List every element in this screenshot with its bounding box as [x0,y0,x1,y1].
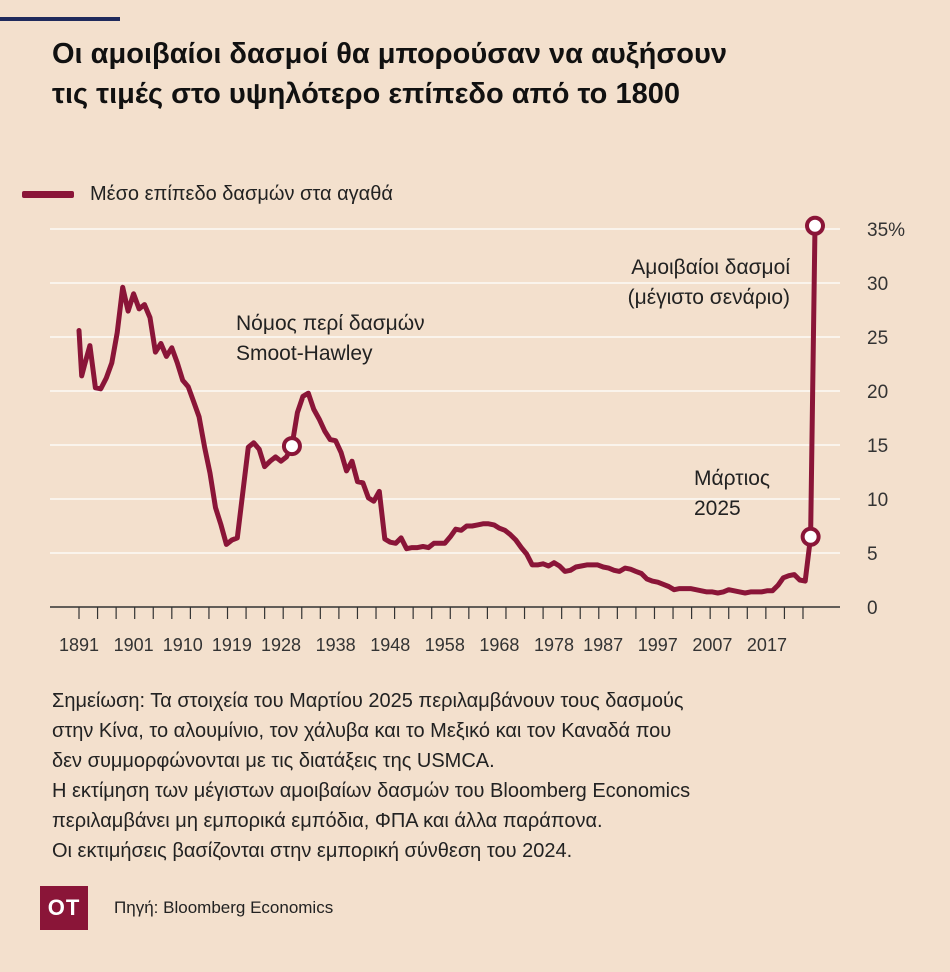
annotation-text: (μέγιστο σενάριο) [628,286,790,309]
annotation-text: Μάρτιος [694,467,770,490]
y-tick-label: 20 [867,382,888,403]
legend: Μέσο επίπεδο δασμών στα αγαθά [22,183,393,206]
note-line: Οι εκτιμήσεις βασίζονται στην εμπορική σ… [52,840,573,862]
y-tick-label: 5 [867,544,878,565]
x-tick-label: 1910 [163,635,203,655]
x-tick-label: 1891 [59,635,99,655]
header-accent-bar [0,17,120,21]
highlight-markers [281,215,825,547]
x-tick-label: 1938 [316,635,356,655]
note-line: στην Κίνα, το αλουμίνιο, τον χάλυβα και … [52,720,672,742]
note-line: δεν συμμορφώνονται με τις διατάξεις της … [52,750,495,772]
note-line: περιλαμβάνει μη εμπορικά εμπόδια, ΦΠΑ κα… [52,810,603,832]
x-tick-label: 1919 [212,635,252,655]
x-tick-label: 1901 [114,635,154,655]
x-tick-label: 1958 [425,635,465,655]
x-tick-label: 2017 [747,635,787,655]
highlight-marker [281,436,302,457]
x-tick-label: 1997 [638,635,678,655]
note-block: Σημείωση: Τα στοιχεία του Μαρτίου 2025 π… [52,686,932,866]
note-line: Σημείωση: Τα στοιχεία του Μαρτίου 2025 π… [52,690,684,712]
y-tick-label: 35% [867,220,905,241]
highlight-marker [800,526,821,547]
annotations: Νόμος περί δασμών Smoot-Hawley Αμοιβαίοι δ… [236,256,790,520]
y-tick-label: 30 [867,274,888,295]
note-line: Η εκτίμηση των μέγιστων αμοιβαίων δασμών… [52,780,691,802]
legend-swatch [22,191,74,198]
annotation-text: Νόμος περί δασμών [236,312,425,335]
title-line-2: τις τιμές στο υψηλότερο επίπεδο από το 1… [52,78,680,110]
gridlines [50,228,840,554]
series-layer [76,223,818,596]
chart-title: Οι αμοιβαίοι δασμοί θα μπορούσαν να αυξή… [52,34,912,114]
annotation-text: Αμοιβαίοι δασμοί [631,256,790,279]
y-tick-label: 25 [867,328,888,349]
annotation-text: Smoot-Hawley [236,342,373,365]
y-tick-label: 0 [867,598,878,619]
legend-label: Μέσο επίπεδο δασμών στα αγαθά [90,183,393,205]
x-tick-label: 1928 [261,635,301,655]
y-tick-label: 15 [867,436,888,457]
publisher-logo: OT [40,886,88,930]
x-tick-label: 2007 [692,635,732,655]
source-text: Πηγή: Bloomberg Economics [114,898,334,917]
series-line [76,223,818,596]
x-tick-label: 1978 [534,635,574,655]
y-tick-label: 10 [867,490,888,511]
title-line-1: Οι αμοιβαίοι δασμοί θα μπορούσαν να αυξή… [52,38,727,70]
x-tick-label: 1968 [479,635,519,655]
annotation-text: 2025 [694,497,741,520]
x-tick-label: 1987 [583,635,623,655]
x-tick-label: 1948 [370,635,410,655]
highlight-marker [805,215,825,236]
